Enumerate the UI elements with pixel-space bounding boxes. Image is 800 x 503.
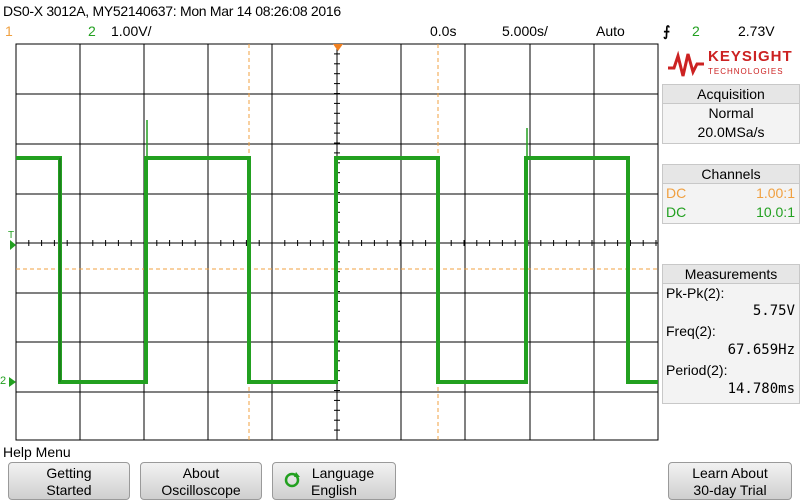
rotate-knob-icon xyxy=(284,472,300,488)
softkey-line2: Oscilloscope xyxy=(161,482,241,498)
ch2-probe: 10.0:1 xyxy=(756,204,795,220)
waveform-display[interactable]: T 2 xyxy=(0,42,660,442)
ch1-label[interactable]: 1 xyxy=(5,23,13,39)
channels-header: Channels xyxy=(663,165,799,184)
horizontal-delay[interactable]: 0.0s xyxy=(430,23,457,39)
softkey-line1: Learn About xyxy=(692,465,768,481)
measurement-value: 67.659Hz xyxy=(727,342,795,358)
timebase[interactable]: 5.000s/ xyxy=(502,23,548,39)
softkey-line1: Getting xyxy=(46,465,92,481)
ch2-label[interactable]: 2 xyxy=(88,23,96,39)
ch2-waveform xyxy=(16,156,658,384)
trigger-level-arrow[interactable] xyxy=(10,240,16,250)
softkey-menu-title: Help Menu xyxy=(3,444,71,460)
trigger-mode[interactable]: Auto xyxy=(596,23,625,39)
ch2-coupling: DC xyxy=(666,204,687,220)
measurement-value: 5.75V xyxy=(752,303,795,319)
acquisition-mode: Normal xyxy=(708,105,754,121)
side-panel: KEYSIGHT TECHNOLOGIES Acquisition Normal… xyxy=(660,42,800,442)
channel-row: DC 10.0:1 xyxy=(663,203,799,222)
measurement-item: Period(2): 14.780ms xyxy=(663,361,799,400)
trigger-level[interactable]: 2.73V xyxy=(738,23,775,39)
acquisition-panel[interactable]: Acquisition Normal 20.0MSa/s xyxy=(662,84,800,144)
measurement-value: 14.780ms xyxy=(727,381,795,397)
measurement-label: Freq(2): xyxy=(666,323,716,339)
keysight-wave-icon xyxy=(668,50,704,77)
status-bar: 1 2 1.00V/ 0.0s 5.000s/ Auto ⨍ 2 2.73V xyxy=(0,22,800,42)
getting-started-button[interactable]: Getting Started xyxy=(8,462,130,500)
ch1-coupling: DC xyxy=(666,185,687,201)
trigger-position-marker[interactable] xyxy=(333,44,343,51)
softkey-line1: About xyxy=(182,465,220,481)
channel-row: DC 1.00:1 xyxy=(663,184,799,203)
trigger-marker-label: T xyxy=(8,230,14,241)
measurements-panel[interactable]: Measurements Pk-Pk(2): 5.75V Freq(2): 67… xyxy=(662,264,800,404)
measurements-header: Measurements xyxy=(663,265,799,284)
brand-name: KEYSIGHT xyxy=(708,48,793,65)
channels-panel[interactable]: Channels DC 1.00:1 DC 10.0:1 xyxy=(662,164,800,224)
learn-about-trial-button[interactable]: Learn About 30-day Trial xyxy=(668,462,792,500)
softkey-line2: Started xyxy=(46,482,92,498)
ch2-ground-arrow[interactable] xyxy=(9,377,16,387)
softkey-line2: 30-day Trial xyxy=(693,482,767,498)
trigger-source[interactable]: 2 xyxy=(692,23,700,39)
about-oscilloscope-button[interactable]: About Oscilloscope xyxy=(140,462,262,500)
measurement-label: Pk-Pk(2): xyxy=(666,285,725,301)
title-bar: DS0-X 3012A, MY52140637: Mon Mar 14 08:2… xyxy=(0,0,800,22)
ch1-probe: 1.00:1 xyxy=(756,185,795,201)
softkey-line1: Language xyxy=(311,465,375,481)
acquisition-header: Acquisition xyxy=(663,85,799,104)
brand-subtitle: TECHNOLOGIES xyxy=(708,67,784,76)
ch2-scale[interactable]: 1.00V/ xyxy=(111,23,152,39)
ch2-ground-label: 2 xyxy=(0,375,6,387)
softkey-line2: English xyxy=(311,482,357,498)
measurement-label: Period(2): xyxy=(666,362,728,378)
keysight-logo: KEYSIGHT TECHNOLOGIES xyxy=(660,42,800,84)
language-button[interactable]: Language English xyxy=(272,462,396,500)
instrument-title: DS0-X 3012A, MY52140637: Mon Mar 14 08:2… xyxy=(3,3,341,19)
trigger-edge-icon: ⨍ xyxy=(663,23,671,39)
sample-rate: 20.0MSa/s xyxy=(697,124,765,140)
measurement-item: Freq(2): 67.659Hz xyxy=(663,322,799,361)
graticule: T 2 xyxy=(0,42,660,442)
measurement-item: Pk-Pk(2): 5.75V xyxy=(663,284,799,322)
